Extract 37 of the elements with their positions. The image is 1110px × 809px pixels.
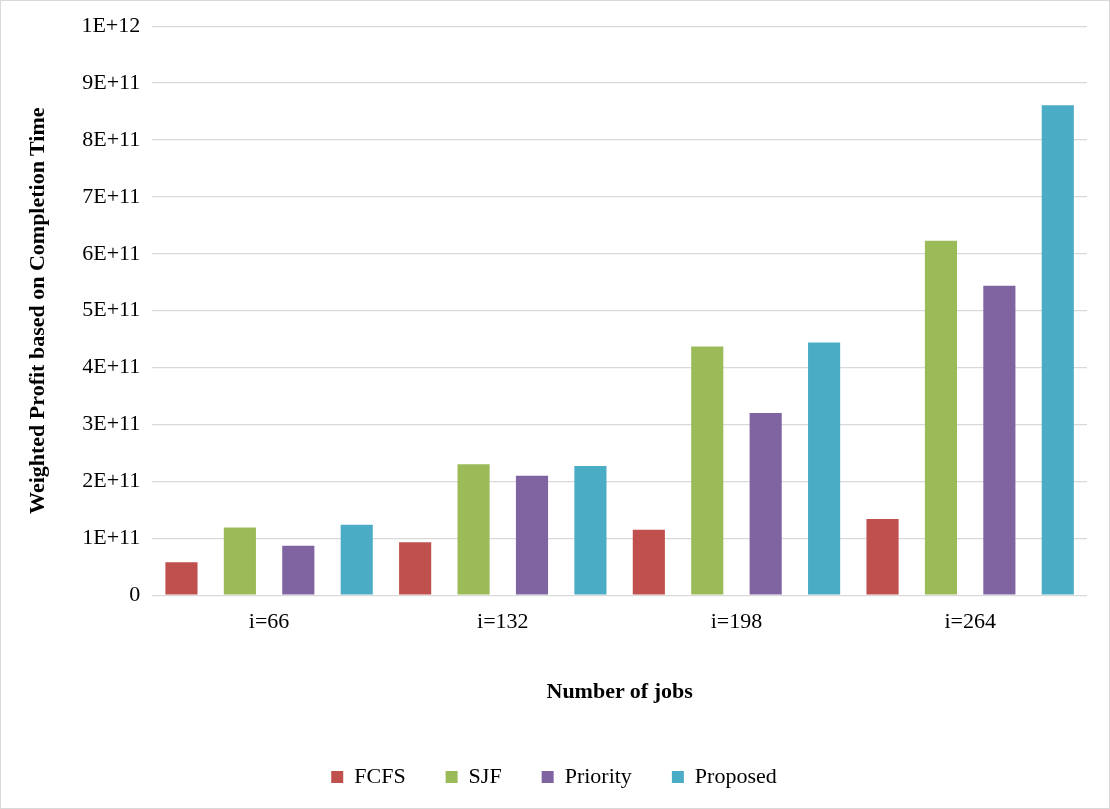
legend-label: Priority [564,762,632,788]
bar [866,518,899,595]
bar [223,527,256,595]
bar [457,464,490,595]
bar [1041,105,1074,595]
bar [808,342,841,595]
y-tick-label: 3E+11 [82,410,141,436]
x-tick-label: i=132 [477,608,529,634]
legend-label: FCFS [354,762,406,788]
y-tick-label: 8E+11 [82,125,141,151]
y-tick-label: 6E+11 [82,239,141,265]
bar [983,285,1016,595]
x-axis-title: Number of jobs [546,678,694,704]
bar [282,545,315,595]
bar [340,524,373,595]
y-tick-label: 1E+11 [82,524,141,550]
legend-label: SJF [468,762,502,788]
bar [574,466,607,595]
x-tick-label: i=66 [248,608,290,634]
y-tick-label: 1E+12 [81,11,141,37]
bar [399,542,432,595]
y-tick-label: 4E+11 [82,353,141,379]
bar [691,346,724,595]
bar [749,413,782,595]
bar [165,562,198,595]
y-tick-label: 2E+11 [82,467,141,493]
x-tick-label: i=264 [944,608,996,634]
y-tick-label: 0 [129,580,141,606]
bar [924,240,958,595]
y-tick-label: 5E+11 [82,296,141,322]
y-tick-label: 7E+11 [82,182,141,208]
y-tick-label: 9E+11 [82,68,141,94]
x-tick-label: i=198 [710,608,763,634]
bar [632,529,665,595]
bar [515,475,549,595]
legend-label: Proposed [694,762,777,788]
y-axis-title: Weighted Profit based on Completion Time [23,107,49,514]
